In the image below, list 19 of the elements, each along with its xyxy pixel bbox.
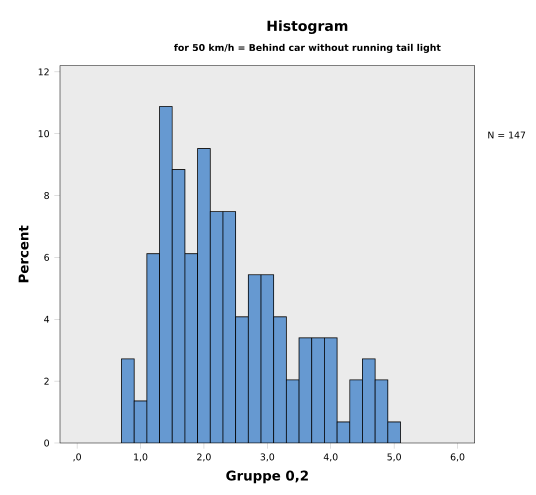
x-tick-label: 6,0 <box>450 453 464 462</box>
y-tick-label: 12 <box>38 68 49 76</box>
x-tick-label: 1,0 <box>134 453 148 462</box>
x-axis-title: Gruppe 0,2 <box>226 470 308 484</box>
x-tick-label: 3,0 <box>260 453 274 462</box>
y-tick-label: 10 <box>38 130 49 138</box>
x-tick-label: 2,0 <box>197 453 211 462</box>
y-tick-label: 8 <box>44 192 49 200</box>
y-axis-title: Percent <box>18 226 29 282</box>
text: N = 147 <box>488 132 526 138</box>
y-tick-label: 4 <box>44 316 50 323</box>
x-tick-label: 5,0 <box>387 453 401 462</box>
x-tick-label: ,0 <box>73 453 81 462</box>
y-tick-label: 0 <box>44 439 49 447</box>
chart-subtitle: for 50 km/h = Behind car without running tail light <box>174 44 441 53</box>
y-tick-label: 2 <box>44 378 49 385</box>
x-tick-label: 4,0 <box>324 453 338 462</box>
y-tick-label: 6 <box>44 254 50 261</box>
chart-title: Histogram <box>268 20 348 34</box>
